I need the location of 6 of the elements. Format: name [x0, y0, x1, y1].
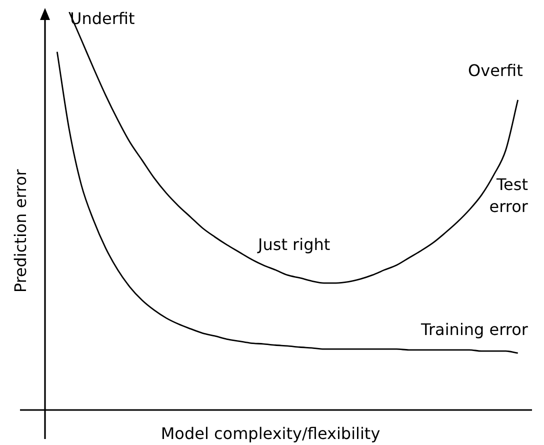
annotation: Just right	[257, 235, 330, 254]
x-axis-title: Model complexity/flexibility	[160, 424, 380, 444]
y-axis-title: Prediction error	[11, 168, 30, 293]
series-label: Training error	[420, 320, 528, 340]
annotation: Overfit	[468, 61, 523, 80]
series-label: Test error	[489, 175, 528, 216]
